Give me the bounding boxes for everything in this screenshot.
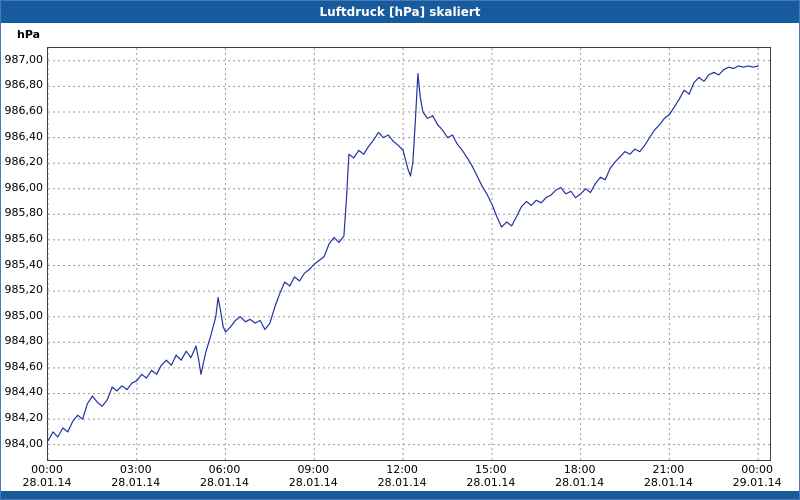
x-tick-label: 03:00 28.01.14 bbox=[106, 463, 166, 489]
y-tick-label: 986,00 bbox=[4, 180, 44, 194]
x-tick-label: 00:00 29.01.14 bbox=[727, 463, 787, 489]
y-tick-label: 985,20 bbox=[4, 283, 44, 297]
window-title-bar[interactable]: Luftdruck [hPa] skaliert bbox=[1, 1, 799, 23]
y-tick-label: 984,40 bbox=[4, 385, 44, 399]
x-tick-time: 15:00 bbox=[474, 463, 507, 476]
y-tick-label: 985,60 bbox=[4, 231, 44, 245]
y-tick-label: 984,20 bbox=[4, 411, 44, 425]
x-tick-label: 00:00 28.01.14 bbox=[17, 463, 77, 489]
window-title: Luftdruck [hPa] skaliert bbox=[319, 5, 481, 19]
y-tick-label: 986,20 bbox=[4, 155, 44, 169]
y-tick-label: 986,40 bbox=[4, 129, 44, 143]
x-tick-time: 18:00 bbox=[563, 463, 596, 476]
x-tick-date: 28.01.14 bbox=[111, 476, 161, 489]
window-footer bbox=[1, 491, 799, 499]
x-tick-time: 06:00 bbox=[208, 463, 241, 476]
x-tick-label: 21:00 28.01.14 bbox=[638, 463, 698, 489]
x-tick-date: 28.01.14 bbox=[377, 476, 427, 489]
x-tick-date: 28.01.14 bbox=[466, 476, 516, 489]
x-tick-date: 29.01.14 bbox=[732, 476, 782, 489]
y-axis-unit-label: hPa bbox=[17, 28, 41, 41]
y-tick-label: 987,00 bbox=[4, 52, 44, 66]
x-tick-label: 18:00 28.01.14 bbox=[550, 463, 610, 489]
x-tick-label: 12:00 28.01.14 bbox=[372, 463, 432, 489]
y-tick-label: 985,00 bbox=[4, 308, 44, 322]
x-tick-time: 09:00 bbox=[297, 463, 330, 476]
y-tick-label: 985,40 bbox=[4, 257, 44, 271]
pressure-line-chart bbox=[48, 48, 770, 460]
x-tick-date: 28.01.14 bbox=[555, 476, 605, 489]
x-tick-time: 03:00 bbox=[119, 463, 152, 476]
y-tick-label: 986,80 bbox=[4, 78, 44, 92]
x-tick-date: 28.01.14 bbox=[200, 476, 250, 489]
y-tick-label: 984,60 bbox=[4, 359, 44, 373]
pressure-series-line bbox=[48, 65, 759, 442]
y-tick-label: 984,00 bbox=[4, 436, 44, 450]
x-tick-date: 28.01.14 bbox=[643, 476, 693, 489]
x-tick-label: 06:00 28.01.14 bbox=[195, 463, 255, 489]
y-tick-label: 984,80 bbox=[4, 334, 44, 348]
y-tick-label: 985,80 bbox=[4, 206, 44, 220]
x-tick-date: 28.01.14 bbox=[22, 476, 72, 489]
x-tick-time: 00:00 bbox=[741, 463, 773, 476]
x-tick-time: 00:00 bbox=[31, 463, 63, 476]
x-tick-time: 21:00 bbox=[652, 463, 685, 476]
y-tick-label: 986,60 bbox=[4, 103, 44, 117]
plot-area bbox=[47, 47, 771, 461]
x-tick-label: 09:00 28.01.14 bbox=[283, 463, 343, 489]
x-tick-time: 12:00 bbox=[386, 463, 418, 476]
x-tick-label: 15:00 28.01.14 bbox=[461, 463, 521, 489]
x-tick-date: 28.01.14 bbox=[288, 476, 338, 489]
